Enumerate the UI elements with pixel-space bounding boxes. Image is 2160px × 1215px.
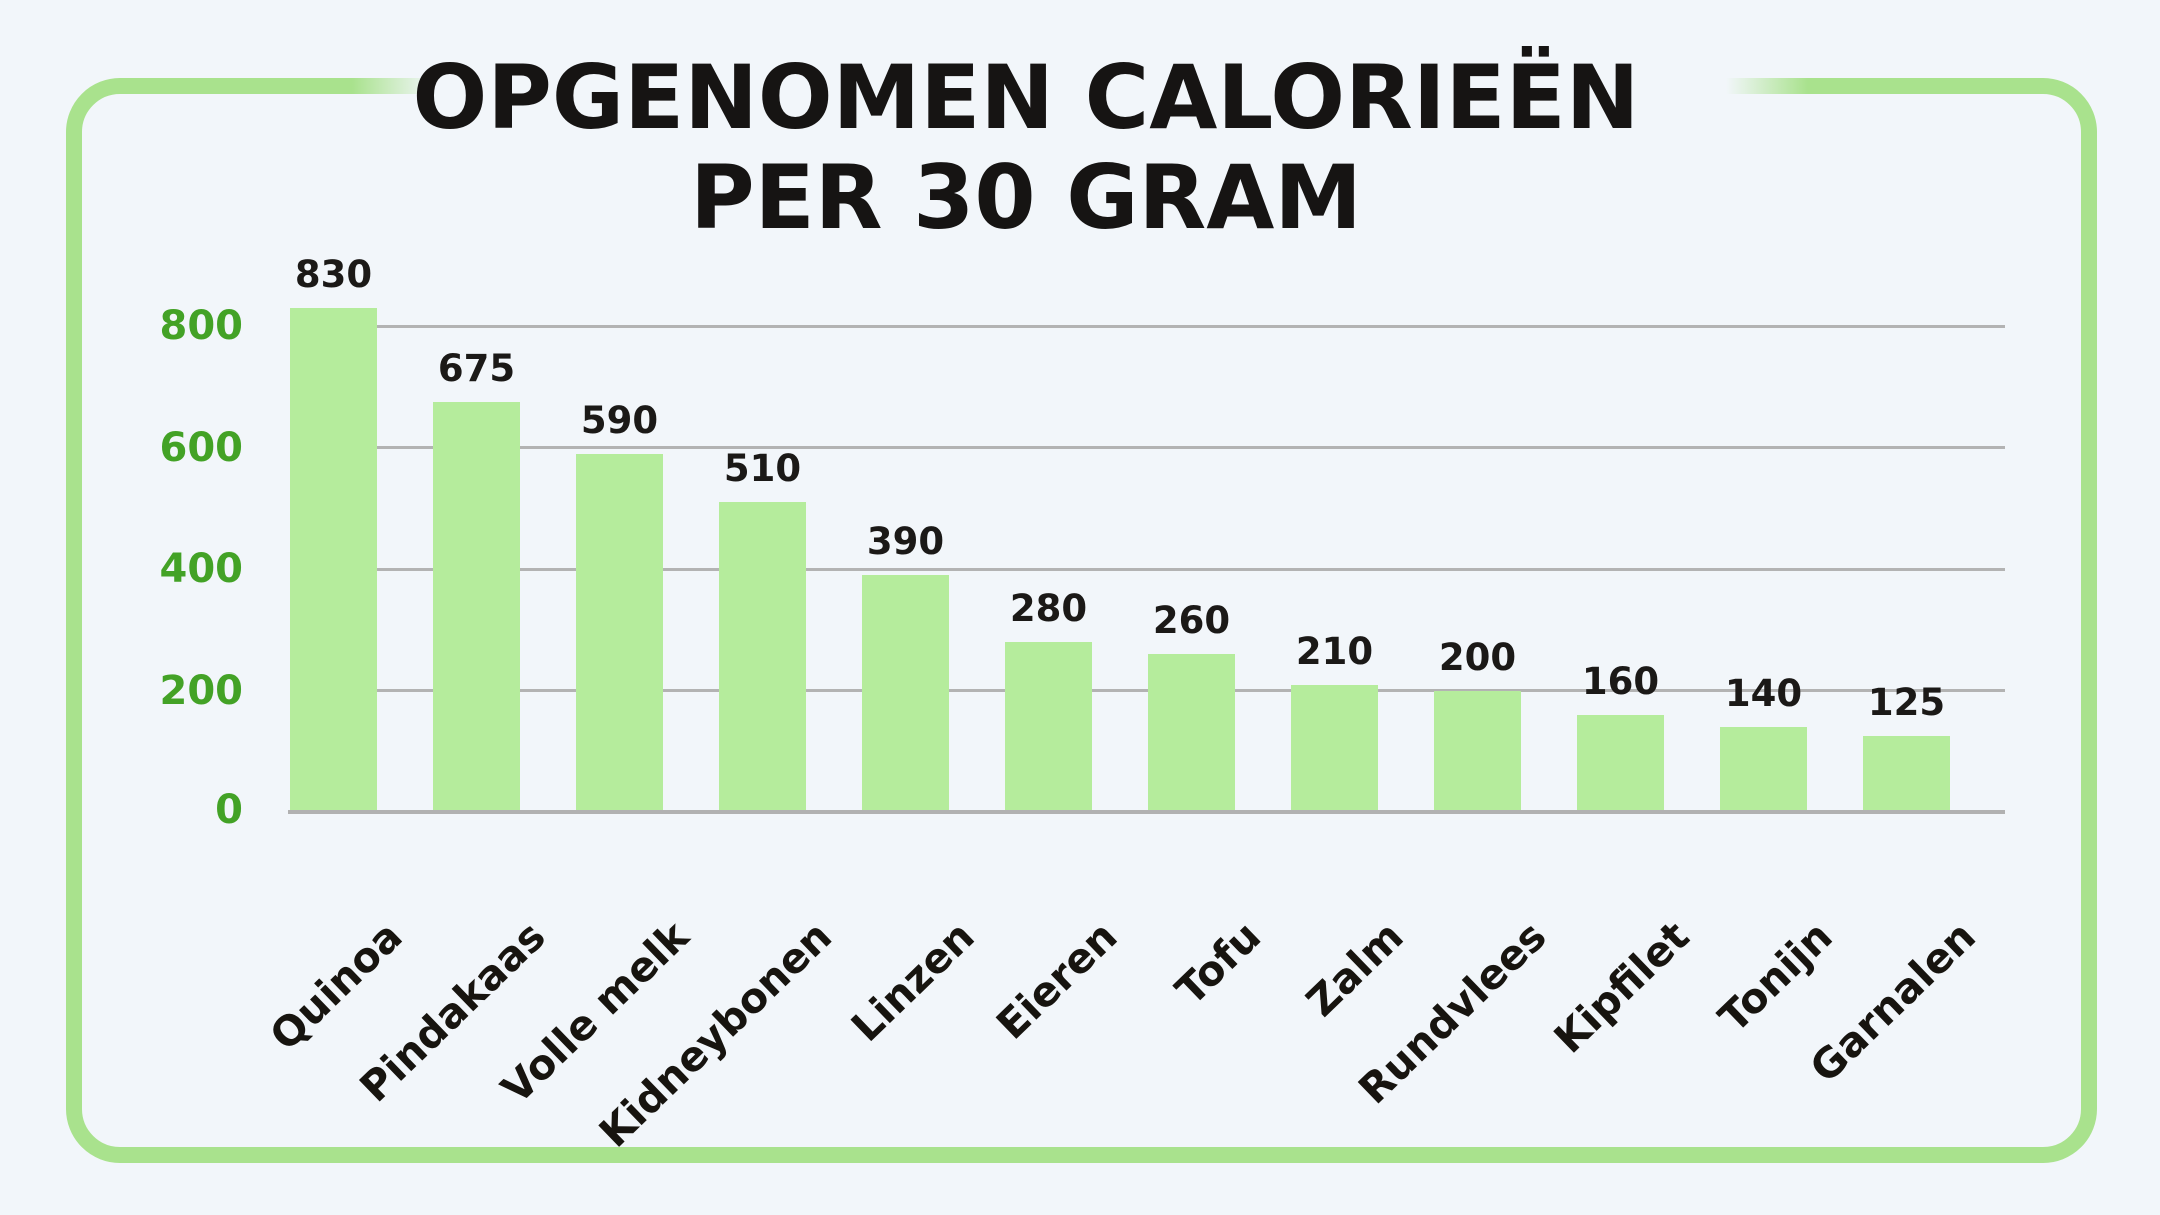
bar-value-label: 590 (580, 399, 659, 442)
bar-value-label: 125 (1867, 681, 1946, 724)
x-axis-label-tofu: Tofu (1166, 912, 1270, 1015)
y-axis-tick-0: 0 (215, 787, 243, 833)
bar-value-label: 675 (437, 347, 516, 390)
y-axis-tick-200: 200 (159, 667, 244, 714)
x-axis-labels: Quinoa Pindakaas Volle melk Kidneybonen Linz… (261, 812, 2006, 1212)
bar-eieren (1005, 642, 1092, 812)
bar-pindakaas (433, 402, 520, 812)
frame-top-gap (352, 68, 1808, 106)
x-axis-label-linzen: Linzen (842, 912, 984, 1051)
bar-kipfilet (1577, 715, 1664, 812)
bar-value-label: 510 (723, 447, 802, 490)
bar-value-label: 260 (1152, 599, 1231, 642)
gridline-600 (290, 446, 2005, 450)
bar-value-label: 830 (294, 253, 373, 296)
chart-title-line1: OPGENOMEN CALORIEËN (412, 46, 1640, 149)
x-axis-label-zalm: Zalm (1297, 912, 1413, 1026)
y-axis-tick-800: 800 (159, 303, 244, 350)
bar-zalm (1291, 685, 1378, 812)
bar-rundvlees (1434, 691, 1521, 812)
bar-quinoa (290, 308, 377, 812)
gridline-200 (290, 689, 2005, 693)
bar-value-label: 280 (1009, 587, 1088, 630)
plot-area: 0 200 400 600 800 830 675 590 510 390 280 260 210 200… (160, 0, 2006, 833)
y-axis-tick-400: 400 (159, 546, 244, 593)
gridline-800 (290, 324, 2005, 328)
bar-garnalen (1863, 736, 1950, 812)
bar-linzen (862, 575, 949, 812)
bar-kidneybonen (719, 502, 806, 812)
bar-tofu (1148, 654, 1235, 812)
x-axis-label-eieren: Eieren (987, 912, 1127, 1049)
bar-value-label: 200 (1438, 636, 1517, 679)
chart-title: OPGENOMEN CALORIEËN PER 30 GRAM (0, 46, 2052, 250)
x-axis-baseline (288, 810, 2005, 814)
bar-value-label: 210 (1295, 630, 1374, 673)
bar-tonijn (1720, 727, 1807, 812)
bar-value-label: 140 (1724, 672, 1803, 715)
bar-volle-melk (576, 454, 663, 812)
x-axis-label-tonijn: Tonijn (1709, 912, 1842, 1042)
chart-title-line2: PER 30 GRAM (690, 146, 1362, 250)
gridline-400 (290, 567, 2005, 571)
y-axis-tick-600: 600 (159, 424, 244, 471)
x-axis-label-kipfilet: Kipfilet (1545, 912, 1699, 1063)
bar-value-label: 390 (866, 520, 945, 563)
bar-value-label: 160 (1581, 660, 1660, 703)
